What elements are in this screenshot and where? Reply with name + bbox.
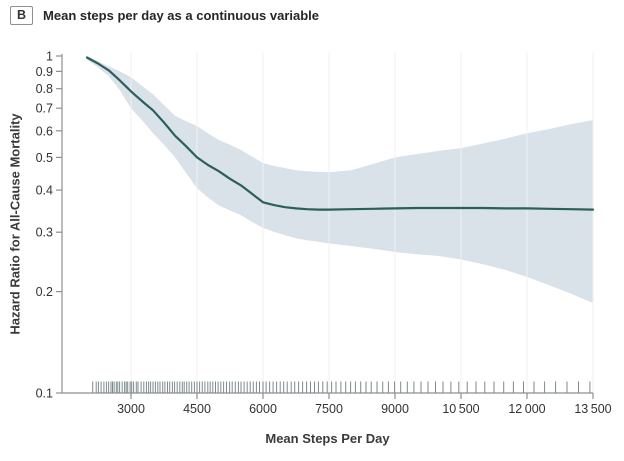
- x-tick-label: 10 500: [442, 402, 479, 416]
- panel-title: Mean steps per day as a continuous varia…: [43, 8, 320, 23]
- y-tick-label: 0.7: [36, 102, 53, 116]
- y-axis-title: Hazard Ratio for All-Cause Mortality: [7, 113, 23, 335]
- x-tick-label: 4500: [183, 402, 211, 416]
- x-axis-title: Mean Steps Per Day: [265, 431, 390, 446]
- y-tick-label: 0.8: [36, 82, 53, 96]
- panel-header: B Mean steps per day as a continuous var…: [10, 6, 319, 25]
- hazard-ratio-curve: [85, 56, 595, 211]
- y-tick-label: 0.3: [36, 226, 53, 240]
- x-tick-label: 3000: [117, 402, 145, 416]
- y-tick-label: 1: [46, 50, 53, 64]
- panel-label-badge: B: [10, 6, 34, 25]
- rug-plot: [92, 381, 591, 393]
- confidence-interval-band: [87, 56, 593, 303]
- y-tick-label: 0.2: [36, 285, 53, 299]
- y-axis-ticks: 10.9 0.8 0.7 0.6 0.5 0.4 0.3 0.2 0.1: [36, 50, 62, 401]
- x-tick-label: 9000: [381, 402, 409, 416]
- y-tick-label: 0.4: [36, 184, 53, 198]
- y-tick-label: 0.6: [36, 124, 53, 138]
- x-tick-label: 13 500: [574, 402, 611, 416]
- x-axis-ticks: 3000 4500 6000 7500 9000 10 500 12 000 13 500: [117, 393, 612, 416]
- y-tick-label: 0.5: [36, 151, 53, 165]
- y-tick-label: 0.9: [36, 65, 53, 79]
- x-tick-label: 7500: [315, 402, 343, 416]
- x-tick-label: 6000: [249, 402, 277, 416]
- gridlines-over-band: [130, 52, 594, 393]
- x-tick-label: 12 000: [508, 402, 545, 416]
- y-tick-label: 0.1: [36, 387, 53, 401]
